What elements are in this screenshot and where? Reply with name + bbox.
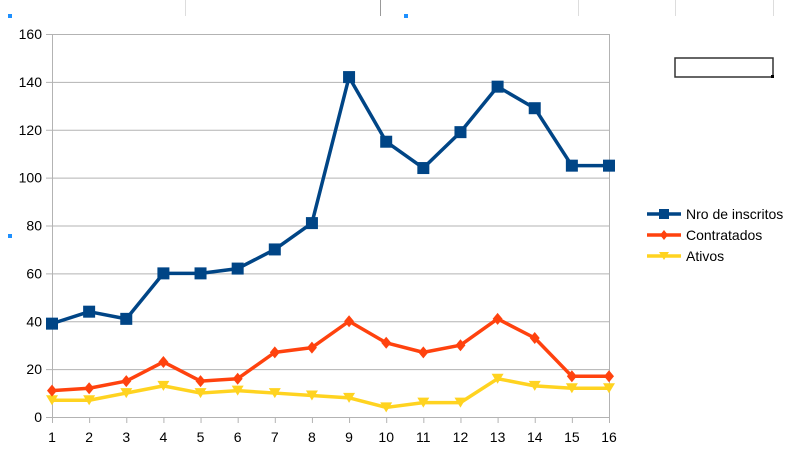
- data-point-square: [528, 102, 541, 115]
- data-point-square: [305, 217, 318, 230]
- series-nro-de-inscritos: [46, 71, 615, 330]
- x-tick-label: 12: [453, 429, 469, 445]
- data-point-diamond: [529, 332, 540, 345]
- data-point-square: [659, 209, 669, 219]
- y-tick-label: 80: [26, 218, 42, 234]
- series-line: [52, 376, 609, 410]
- data-point-triangle: [343, 392, 356, 403]
- legend-item: Contratados: [647, 227, 762, 243]
- y-tick-label: 160: [19, 26, 43, 42]
- legend-label: Contratados: [686, 227, 762, 243]
- data-point-diamond: [418, 346, 429, 359]
- data-point-triangle: [120, 388, 133, 399]
- data-point-diamond: [566, 370, 577, 383]
- data-point-square: [454, 126, 467, 139]
- x-tick-label: 6: [234, 429, 242, 445]
- data-point-diamond: [660, 230, 668, 240]
- data-point-triangle: [528, 380, 541, 391]
- data-point-triangle: [491, 373, 504, 384]
- data-point-triangle: [380, 402, 393, 413]
- x-tick-label: 15: [564, 429, 580, 445]
- x-tick-label: 2: [85, 429, 93, 445]
- data-point-square: [194, 267, 207, 280]
- legend-item: Ativos: [647, 248, 724, 264]
- y-tick-label: 0: [34, 409, 42, 425]
- x-tick-label: 8: [308, 429, 316, 445]
- series-line: [51, 317, 609, 393]
- x-tick-label: 13: [490, 429, 506, 445]
- data-point-diamond: [158, 355, 169, 368]
- x-tick-label: 14: [527, 429, 543, 445]
- x-tick-label: 1: [48, 429, 56, 445]
- series-ativos: [46, 373, 615, 413]
- selected-cell[interactable]: [674, 57, 774, 78]
- data-point-diamond: [195, 375, 206, 388]
- data-point-square: [380, 135, 393, 148]
- x-tick-label: 4: [160, 429, 168, 445]
- data-point-square: [603, 159, 615, 172]
- data-point-diamond: [455, 339, 466, 352]
- data-point-triangle: [46, 395, 58, 406]
- data-point-diamond: [604, 370, 614, 383]
- data-point-triangle: [268, 388, 281, 399]
- y-tick-label: 20: [26, 361, 42, 377]
- data-point-diamond: [492, 312, 503, 325]
- data-point-triangle: [454, 397, 467, 408]
- y-tick-label: 120: [19, 122, 43, 138]
- data-point-diamond: [381, 336, 392, 349]
- data-point-square: [231, 262, 244, 275]
- x-tick-label: 5: [197, 429, 205, 445]
- data-point-square: [268, 243, 281, 256]
- chart-handle[interactable]: [404, 14, 408, 18]
- x-tick-label: 7: [271, 429, 279, 445]
- data-point-square: [46, 317, 58, 330]
- cell-fill-handle[interactable]: [771, 75, 774, 78]
- data-point-diamond: [269, 346, 280, 359]
- data-point-square: [83, 305, 96, 318]
- x-tick-label: 3: [122, 429, 130, 445]
- data-point-triangle: [231, 385, 244, 396]
- data-point-triangle: [194, 388, 207, 399]
- data-point-diamond: [306, 341, 317, 354]
- y-tick-label: 100: [19, 170, 43, 186]
- data-point-triangle: [305, 390, 318, 401]
- data-point-triangle: [157, 380, 170, 391]
- y-tick-label: 60: [26, 265, 42, 281]
- spreadsheet-background: [185, 0, 774, 16]
- data-point-square: [417, 162, 430, 175]
- legend-item: Nro de inscritos: [647, 206, 783, 222]
- x-tick-label: 16: [601, 429, 617, 445]
- y-tick-label: 140: [19, 74, 43, 90]
- data-point-diamond: [84, 382, 95, 395]
- legend-label: Nro de inscritos: [686, 206, 783, 222]
- series-contratados: [47, 312, 614, 397]
- series-line: [51, 75, 609, 326]
- x-tick-label: 9: [345, 429, 353, 445]
- data-point-triangle: [603, 383, 615, 394]
- chart-handle[interactable]: [8, 14, 12, 18]
- data-point-square: [120, 312, 133, 325]
- data-point-square: [157, 267, 170, 280]
- x-tick-label: 11: [416, 429, 431, 445]
- y-tick-label: 40: [26, 313, 42, 329]
- data-point-diamond: [121, 375, 132, 388]
- data-point-square: [565, 159, 578, 172]
- data-point-square: [343, 71, 356, 84]
- data-point-diamond: [232, 372, 243, 385]
- data-point-diamond: [344, 315, 355, 328]
- data-point-square: [491, 80, 504, 93]
- data-point-triangle: [83, 395, 96, 406]
- data-point-triangle: [659, 252, 669, 260]
- chart-handle[interactable]: [8, 234, 12, 238]
- legend-label: Ativos: [686, 248, 724, 264]
- data-point-triangle: [565, 383, 578, 394]
- data-point-diamond: [47, 384, 57, 397]
- data-point-triangle: [417, 397, 430, 408]
- x-tick-label: 10: [378, 429, 394, 445]
